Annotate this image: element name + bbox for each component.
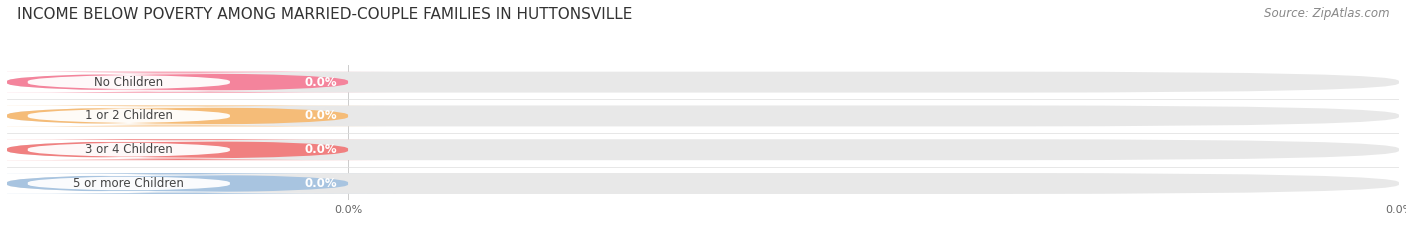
FancyBboxPatch shape: [0, 106, 395, 126]
FancyBboxPatch shape: [7, 72, 1399, 93]
FancyBboxPatch shape: [7, 106, 1399, 126]
FancyBboxPatch shape: [0, 175, 356, 192]
FancyBboxPatch shape: [0, 173, 395, 194]
Text: 0.0%: 0.0%: [304, 143, 337, 156]
Text: 5 or more Children: 5 or more Children: [73, 177, 184, 190]
FancyBboxPatch shape: [7, 139, 1399, 160]
FancyBboxPatch shape: [0, 73, 356, 91]
Text: INCOME BELOW POVERTY AMONG MARRIED-COUPLE FAMILIES IN HUTTONSVILLE: INCOME BELOW POVERTY AMONG MARRIED-COUPL…: [17, 7, 633, 22]
Text: 0.0%: 0.0%: [304, 110, 337, 122]
Text: 3 or 4 Children: 3 or 4 Children: [84, 143, 173, 156]
FancyBboxPatch shape: [0, 107, 356, 125]
FancyBboxPatch shape: [0, 72, 395, 93]
Text: Source: ZipAtlas.com: Source: ZipAtlas.com: [1264, 7, 1389, 20]
FancyBboxPatch shape: [0, 141, 356, 158]
Text: 1 or 2 Children: 1 or 2 Children: [84, 110, 173, 122]
Text: 0.0%: 0.0%: [304, 177, 337, 190]
FancyBboxPatch shape: [0, 139, 395, 160]
Text: No Children: No Children: [94, 76, 163, 89]
FancyBboxPatch shape: [7, 173, 1399, 194]
Text: 0.0%: 0.0%: [304, 76, 337, 89]
